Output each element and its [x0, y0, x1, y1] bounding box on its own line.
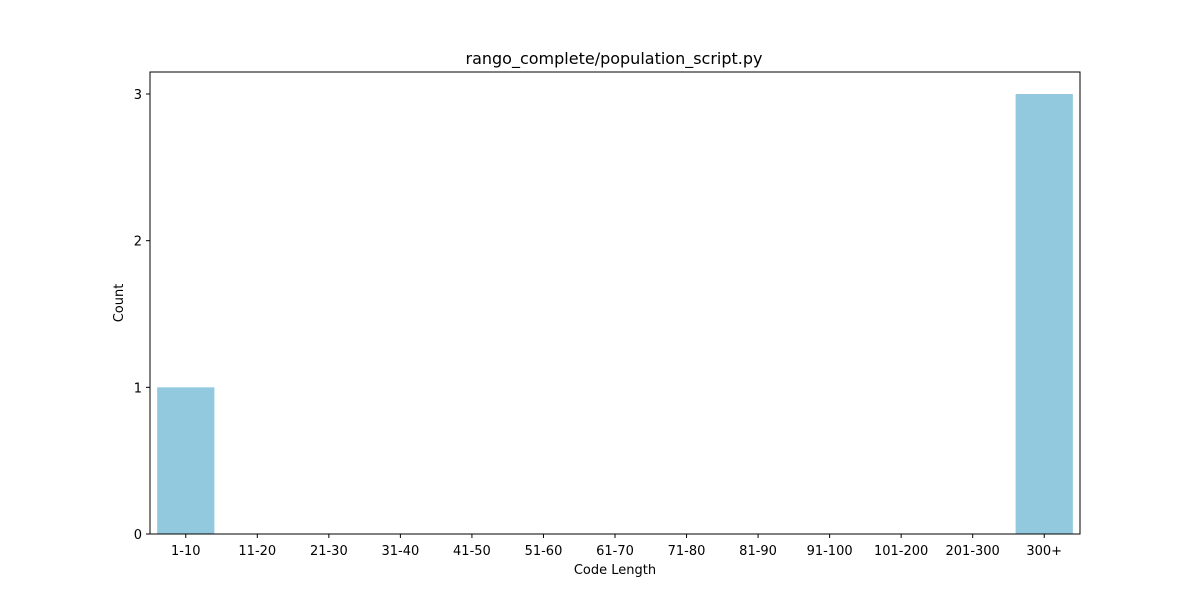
x-tick-label: 61-70 [596, 544, 634, 559]
x-tick-label: 41-50 [453, 544, 491, 559]
x-tick-label: 300+ [1026, 544, 1062, 559]
x-tick-label: 1-10 [171, 544, 201, 559]
bar-300+ [1015, 94, 1073, 534]
x-tick-label: 21-30 [310, 544, 348, 559]
y-tick-label: 1 [134, 381, 142, 396]
y-axis-label: Count [112, 284, 127, 323]
y-tick-label: 2 [134, 235, 142, 250]
plot-area: 1-10 11-20 21-30 31-40 41-50 51-60 61-70 71-80 8… [134, 88, 1073, 559]
x-tick-label: 91-100 [807, 544, 853, 559]
x-tick-label: 51-60 [525, 544, 563, 559]
x-axis-label: Code Length [574, 563, 656, 578]
x-tick-label: 31-40 [381, 544, 419, 559]
plot-frame [149, 71, 1081, 535]
x-tick-label: 201-300 [946, 544, 1000, 559]
x-tick-label: 81-90 [739, 544, 777, 559]
bar-1-10 [157, 387, 215, 534]
chart-title: rango_complete/population_script.py [465, 49, 762, 69]
x-tick-label: 101-200 [874, 544, 928, 559]
y-tick-label: 3 [134, 88, 142, 103]
y-tick-label: 0 [134, 528, 142, 543]
x-tick-label: 11-20 [238, 544, 276, 559]
x-tick-label: 71-80 [668, 544, 706, 559]
